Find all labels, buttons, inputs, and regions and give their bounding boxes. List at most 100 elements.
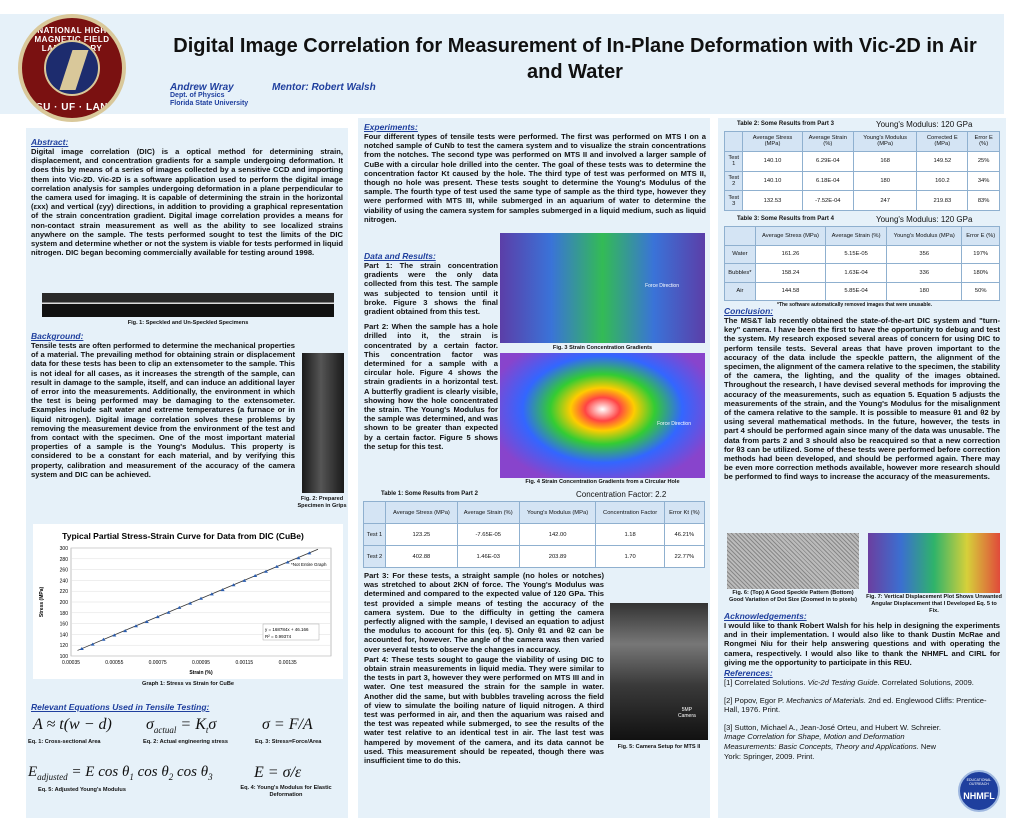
table3-header-2: Average Strain (%) [825, 226, 888, 246]
data-point [144, 619, 149, 623]
ack-heading: Acknowledgements: [724, 611, 807, 621]
stress-strain-plot: Typical Partial Stress-Strain Curve for … [39, 531, 332, 676]
eq5-label: Eq. 5: Adjusted Young's Modulus [38, 787, 126, 793]
table2-cell: Test 3 [723, 190, 744, 211]
fig1-image [42, 293, 334, 317]
table3-cell: 180 [886, 281, 963, 301]
nhmfl-logo: NATIONAL HIGH MAGNETIC FIELD LABORATORY … [18, 14, 126, 122]
table2-cell: 6.18E-04 [801, 170, 854, 192]
ref-1: [1] Correlated Solutions. Vic-2d Testing… [724, 678, 1000, 688]
table2-cell: 168 [852, 150, 918, 172]
fit-label-box [262, 623, 320, 641]
table3-cell: 5.85E-04 [825, 281, 888, 301]
y-axis-label: Stress (MPa) [39, 587, 45, 618]
table2-header-2: Average Strain (%) [801, 131, 854, 152]
table1-header-2: Average Strain (%) [456, 501, 520, 524]
data-point [307, 551, 312, 555]
ref2-c: 2nd ed. Englewood Cliffs: Prentice-Hall,… [724, 695, 987, 715]
data-point [134, 624, 138, 628]
table2-header-3: Young's Modulus (MPa) [852, 131, 918, 152]
table2-header-5: Error E (%) [967, 131, 1000, 152]
x-tick-label: 0.00075 [149, 660, 167, 666]
table3-header-3: Young's Modulus (MPa) [886, 226, 963, 246]
table3-note: *The software automatically removed imag… [777, 302, 933, 308]
fig5-camera-label: 5MP Camera [678, 707, 696, 719]
y-tick-label: 200 [60, 600, 69, 606]
data-point [199, 596, 203, 600]
table2-cell: Test 1 [723, 150, 744, 172]
table1-cell: Test 2 [362, 545, 387, 568]
table1-row: Test 1 123.25 -7.65E-05 142.00 1.18 46.21% [362, 523, 706, 546]
ref3-b: Image Correlation for Shape, Motion and … [724, 732, 919, 751]
fig4-image: Force Direction [500, 353, 705, 478]
table1-cell: 22.77% [663, 545, 706, 568]
table2-row: Test 1 140.10 6.29E-04 168 149.52 25% [723, 150, 1000, 172]
data-point [123, 629, 128, 633]
equation-1: A ≈ t(w − d) [33, 716, 112, 733]
data-point [253, 574, 258, 578]
data-point [79, 646, 84, 650]
y-tick-label: 180 [60, 611, 69, 617]
abstract-section: Abstract: Digital image correlation (DIC… [31, 137, 343, 257]
table2-cell: Test 2 [723, 170, 744, 192]
ack-text: I would like to thank Robert Walsh for h… [724, 621, 1000, 667]
fig2-caption: Fig. 2: Prepared Specimen in Grips [297, 496, 347, 509]
y-tick-label: 140 [60, 632, 69, 638]
outreach-logo-top: EDUCATIONAL OUTREACH [966, 778, 992, 786]
table2-cell: 140.10 [742, 170, 803, 192]
table1-header-3: Young's Modulus (MPa) [518, 501, 597, 524]
table1-cell: 46.21% [663, 523, 706, 546]
eq4-label: Eq. 4: Young's Modulus for Elastic Defor… [240, 785, 332, 798]
fig6-caption: Fig. 6: (Top) A Good Speckle Pattern (Bo… [728, 590, 858, 603]
fig3-image: Force Direction [500, 233, 705, 343]
table3: Average Stress (MPa) Average Strain (%) Yo… [724, 226, 1000, 301]
fit-line [77, 548, 319, 651]
results-part2: Part 2: When the sample has a hole drill… [364, 322, 498, 451]
fig6-image [727, 533, 859, 589]
background-text: Tensile tests are often performed to det… [31, 341, 295, 479]
abstract-heading: Abstract: [31, 137, 69, 147]
data-point [155, 615, 160, 619]
equation-5: Eadjusted = E cos θ1 cos θ2 cos θ3 [28, 764, 213, 782]
equation-2: σactual = Ktσ [146, 716, 217, 736]
table3-extra: Young's Modulus: 120 GPa [876, 215, 973, 224]
data-point [177, 605, 182, 609]
background-section: Background: [31, 331, 343, 341]
equations-heading: Relevant Equations Used in Tensile Testi… [31, 702, 210, 712]
results-part1: Part 1: The strain concentration gradien… [364, 261, 498, 317]
eq2-label: Eq. 2: Actual engineering stress [143, 739, 228, 745]
data-point [242, 578, 247, 582]
equation-4: E = σ/ε [254, 764, 302, 781]
table1-cell: 1.18 [595, 523, 665, 546]
ref1-c: Correlated Solutions, 2009. [879, 678, 974, 688]
fig2-image [302, 353, 344, 493]
data-point [101, 637, 106, 641]
table1-header-5: Error Kt (%) [663, 501, 706, 524]
ref3-a: [3] Sutton, Michael A., Jean-José Orteu,… [724, 722, 941, 732]
data-point [209, 592, 214, 596]
y-tick-label: 160 [60, 622, 69, 628]
y-tick-label: 100 [60, 654, 69, 660]
table1-cell: -7.65E-05 [456, 523, 520, 546]
x-tick-label: 0.00035 [62, 660, 80, 666]
table1-title: Table 1: Some Results from Part 2 [381, 491, 478, 497]
y-tick-label: 220 [60, 589, 69, 595]
eq1-label: Eq. 1: Cross-sectional Area [28, 739, 101, 745]
conclusion-text: The MS&T lab recently obtained the state… [724, 316, 1000, 482]
table1-cell: 402.88 [385, 545, 458, 568]
university: Florida State University [170, 100, 249, 107]
x-tick-label: 0.00135 [279, 660, 297, 666]
ref1-a: [1] Correlated Solutions. [724, 678, 808, 688]
table3-cell: 197% [961, 244, 1000, 264]
fig5-label-2: Camera [678, 713, 696, 719]
background-heading: Background: [31, 331, 84, 341]
table1-row: Test 2 402.88 1.46E-03 203.89 1.70 22.77% [362, 545, 706, 568]
table2-cell: 219.83 [916, 190, 969, 211]
graph1-chart: Typical Partial Stress-Strain Curve for … [33, 524, 343, 679]
table2-cell: 132.53 [742, 190, 803, 211]
table1-cell: Test 1 [362, 523, 387, 546]
y-tick-label: 120 [60, 643, 69, 649]
table2-row: Test 2 140.10 6.18E-04 180 160.2 34% [723, 170, 1000, 192]
table3-cell: 5.15E-05 [825, 244, 888, 264]
ref2-b: Mechanics of Materials. [786, 695, 866, 705]
